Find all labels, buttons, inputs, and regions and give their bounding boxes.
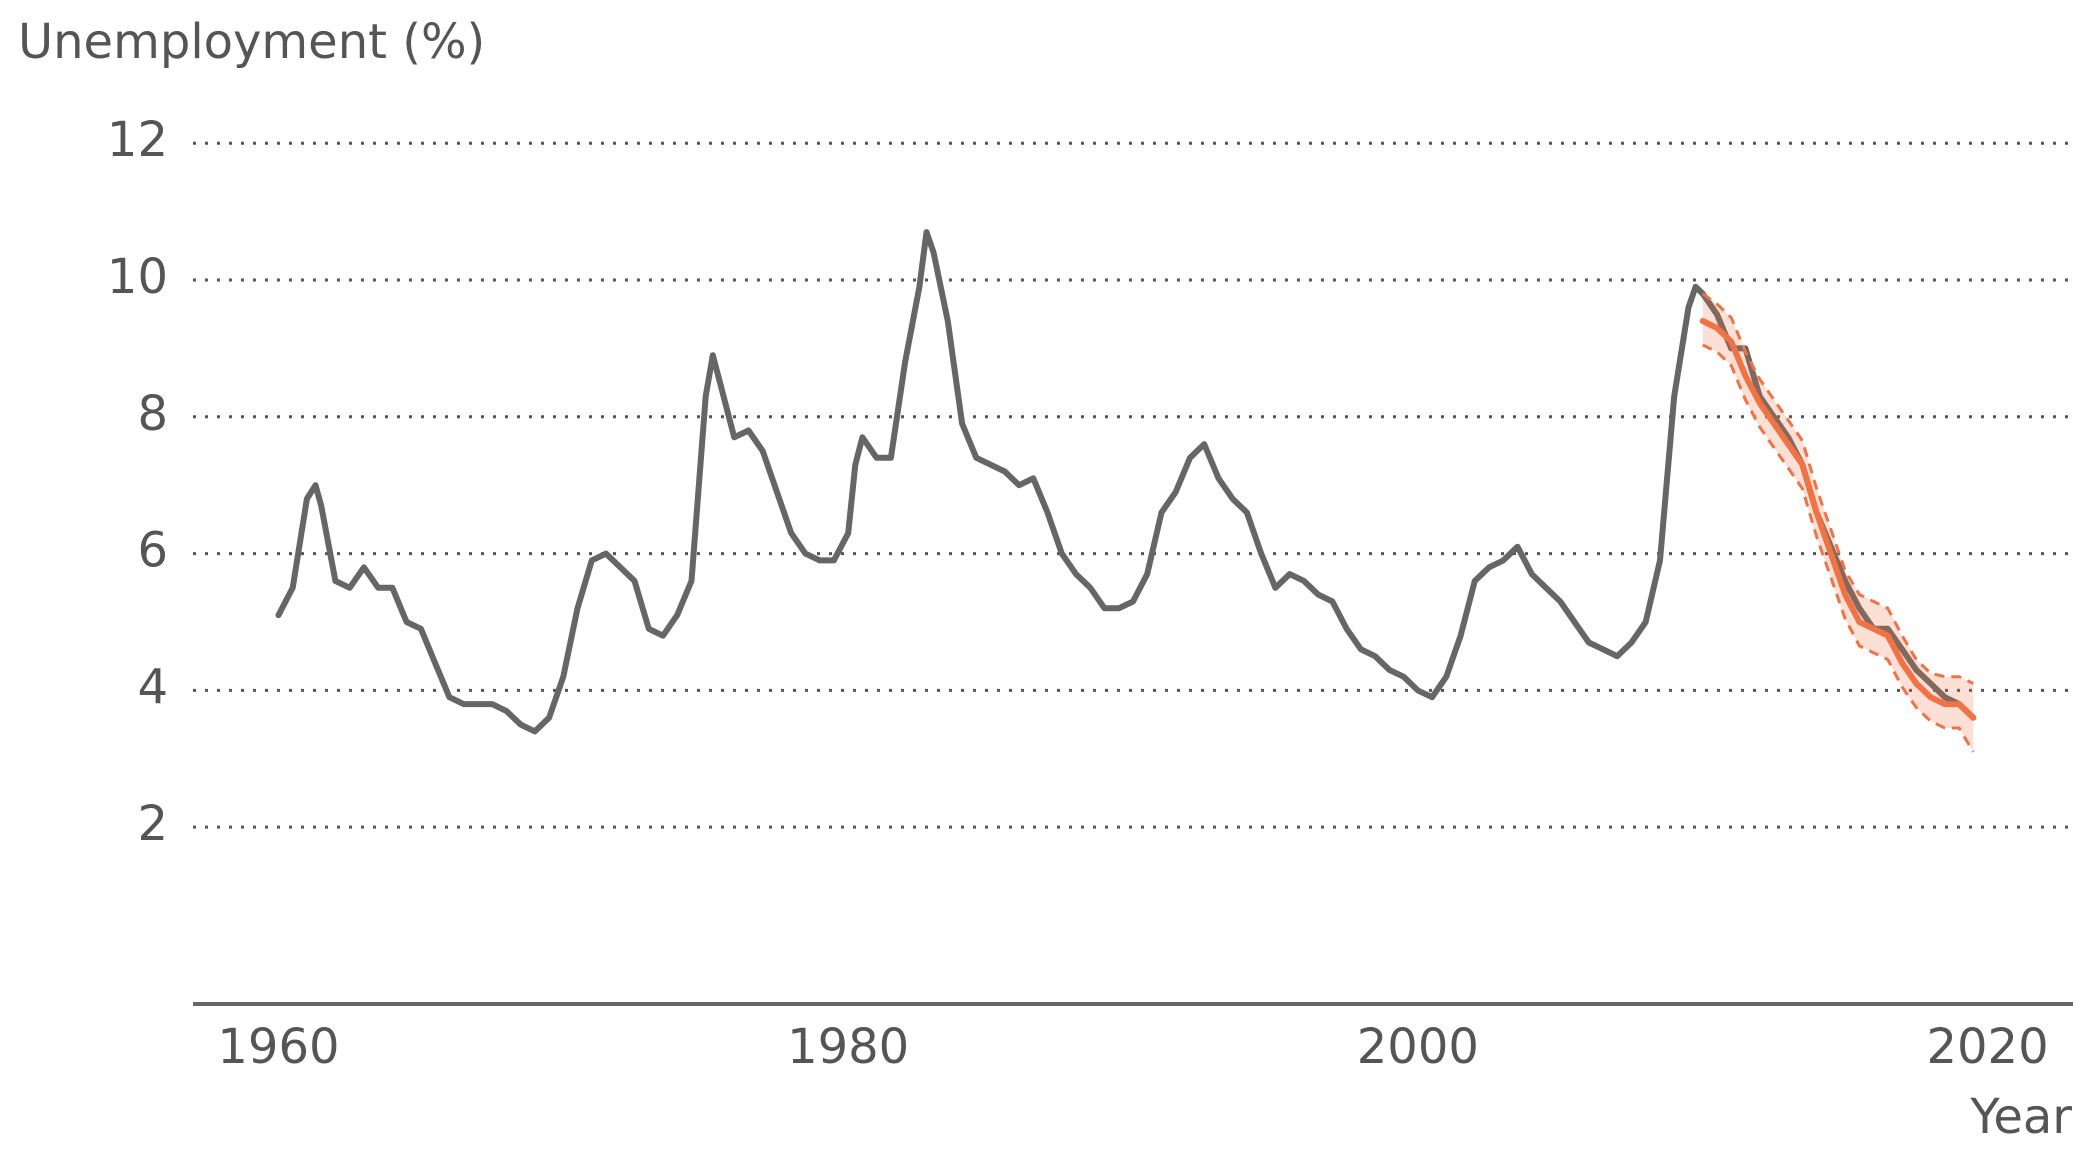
y-tick-label: 4 xyxy=(137,659,168,715)
y-tick-label: 12 xyxy=(107,112,168,168)
y-tick-label: 8 xyxy=(137,386,168,442)
x-tick-label: 2000 xyxy=(1357,1019,1479,1075)
band-upper xyxy=(1701,292,1974,685)
series-line xyxy=(1699,318,1977,721)
x-axis-title: Year xyxy=(1969,1089,2072,1145)
confidence-band xyxy=(1702,293,1974,752)
series-line xyxy=(275,229,1977,735)
x-tick-label: 2020 xyxy=(1926,1019,2048,1075)
x-tick-label: 1960 xyxy=(217,1019,339,1075)
band-lower xyxy=(1702,343,1975,753)
y-tick-label: 2 xyxy=(137,796,168,852)
y-tick-label: 10 xyxy=(107,249,168,305)
y-axis-title: Unemployment (%) xyxy=(18,14,485,70)
x-tick-label: 1980 xyxy=(787,1019,909,1075)
y-tick-label: 6 xyxy=(137,523,168,579)
